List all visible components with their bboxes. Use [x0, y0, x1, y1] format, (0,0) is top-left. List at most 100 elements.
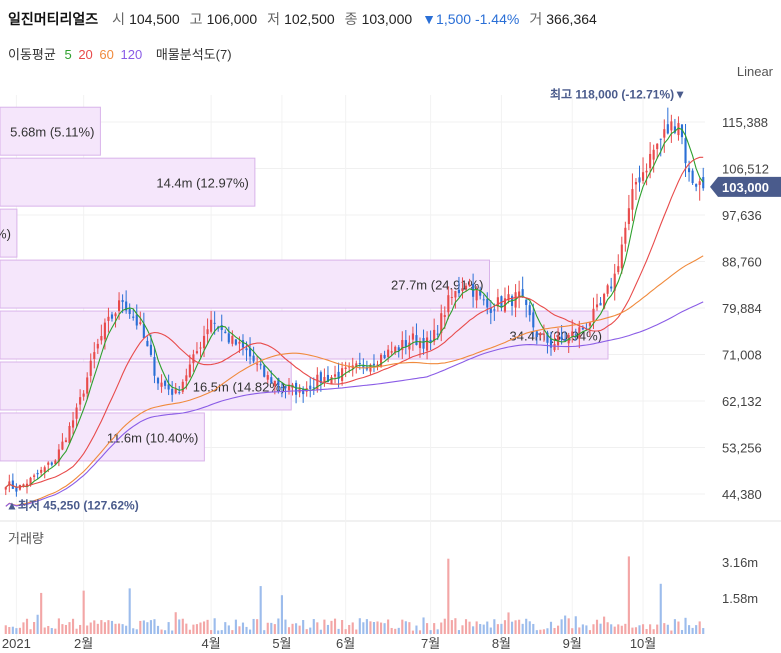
volume-bar — [670, 630, 673, 634]
volume-bar — [542, 629, 545, 634]
volume-bar — [514, 620, 517, 634]
candle-body — [164, 380, 167, 386]
candle-body — [645, 170, 648, 173]
volume-bar — [284, 619, 287, 634]
x-tick-label: 6월 — [336, 636, 355, 651]
candle-body — [86, 377, 89, 394]
indicator-legend[interactable]: 이동평균 5 20 60 120 매물분석도(7) — [8, 44, 237, 63]
ma-period-120[interactable]: 120 — [120, 47, 143, 62]
candle-body — [426, 337, 429, 351]
candle-body — [174, 389, 177, 394]
quote-header: 일진머티리얼즈 시 104,500 고 106,000 저 102,500 종 … — [8, 9, 607, 31]
volume-bar — [89, 622, 92, 634]
volume-bar — [206, 619, 209, 634]
volume-bar — [160, 629, 163, 634]
volume-bar — [185, 623, 188, 634]
volume-bar — [592, 624, 595, 634]
candle-body — [507, 294, 510, 301]
candle-body — [125, 301, 128, 311]
volume-bar — [178, 619, 181, 634]
volume-bar — [645, 629, 648, 634]
volume-bar — [595, 619, 599, 634]
volume-bar — [528, 621, 531, 634]
volume-bar — [503, 620, 507, 634]
volume-bar — [564, 615, 567, 634]
candle-body — [82, 393, 85, 397]
candle-body — [33, 475, 36, 477]
volume-bar — [433, 623, 436, 634]
volume-bar — [415, 625, 418, 634]
volume-bar — [549, 621, 553, 634]
volume-bar — [43, 627, 46, 634]
ma-period-5[interactable]: 5 — [64, 47, 72, 62]
candle-body — [156, 378, 160, 384]
candle-body — [613, 273, 616, 291]
candle-body — [362, 364, 365, 368]
candle-body — [482, 299, 485, 301]
volume-bar — [627, 556, 630, 634]
volume-profile-label[interactable]: 매물분석도(7) — [155, 47, 232, 62]
volume-bar — [454, 618, 457, 634]
candle-body — [436, 333, 439, 335]
volume-bar — [620, 625, 623, 634]
volume-bar — [641, 624, 645, 634]
volume-bar — [57, 618, 60, 634]
volume-bar — [146, 622, 149, 634]
candle-body — [447, 295, 450, 313]
candle-body — [440, 313, 443, 334]
volume-bar — [567, 618, 570, 634]
volume-bar — [510, 621, 514, 634]
volume-profile-label: 14.4m (12.97%) — [156, 176, 249, 191]
x-tick-label: 10월 — [630, 636, 656, 651]
candle-body — [443, 315, 446, 317]
candle-body — [146, 340, 149, 347]
volume-bar — [47, 625, 50, 634]
candle-body — [75, 407, 78, 419]
volume-bar — [603, 616, 606, 634]
volume-bar — [397, 627, 400, 634]
candle-body — [287, 384, 291, 391]
low-label: 저 — [267, 11, 281, 27]
ma-label[interactable]: 이동평균 — [8, 47, 56, 62]
candle-body — [330, 377, 333, 384]
candle-body — [535, 331, 538, 338]
volume-bar — [4, 625, 7, 634]
candle-body — [383, 354, 386, 359]
candle-body — [528, 305, 531, 316]
low-value: 102,500 — [284, 11, 335, 27]
ma-period-60[interactable]: 60 — [99, 47, 114, 62]
volume-bar — [118, 623, 121, 634]
candle-body — [40, 469, 43, 473]
candle-body — [266, 375, 269, 380]
y-tick-label: 106,512 — [722, 162, 769, 177]
candle-body — [652, 149, 655, 160]
y-tick-label: 71,008 — [722, 348, 762, 363]
candle-body — [457, 289, 461, 294]
candle-body — [408, 342, 411, 350]
volume-bar — [624, 623, 627, 634]
candle-body — [280, 386, 283, 388]
candle-body — [195, 351, 199, 354]
candle-body — [43, 467, 46, 473]
volume-bar — [457, 630, 461, 634]
candle-body — [79, 397, 82, 405]
volume-bar — [401, 619, 404, 634]
volume-profile-bar — [0, 157, 256, 207]
volume-bar — [649, 624, 652, 634]
volume-bar — [323, 619, 326, 634]
volume-bar — [404, 621, 407, 634]
ma-period-20[interactable]: 20 — [78, 47, 93, 62]
candle-body — [634, 182, 638, 185]
candle-body — [422, 337, 425, 349]
volume-bar — [15, 628, 18, 634]
candle-body — [118, 300, 121, 311]
candle-body — [47, 462, 50, 465]
scale-toggle[interactable]: Linear — [736, 64, 773, 79]
volume-bar — [341, 619, 344, 634]
candle-body — [22, 484, 25, 487]
volume-bar — [248, 629, 252, 634]
candle-body — [606, 285, 609, 294]
candle-body — [468, 284, 471, 287]
volume-bar — [631, 627, 634, 634]
